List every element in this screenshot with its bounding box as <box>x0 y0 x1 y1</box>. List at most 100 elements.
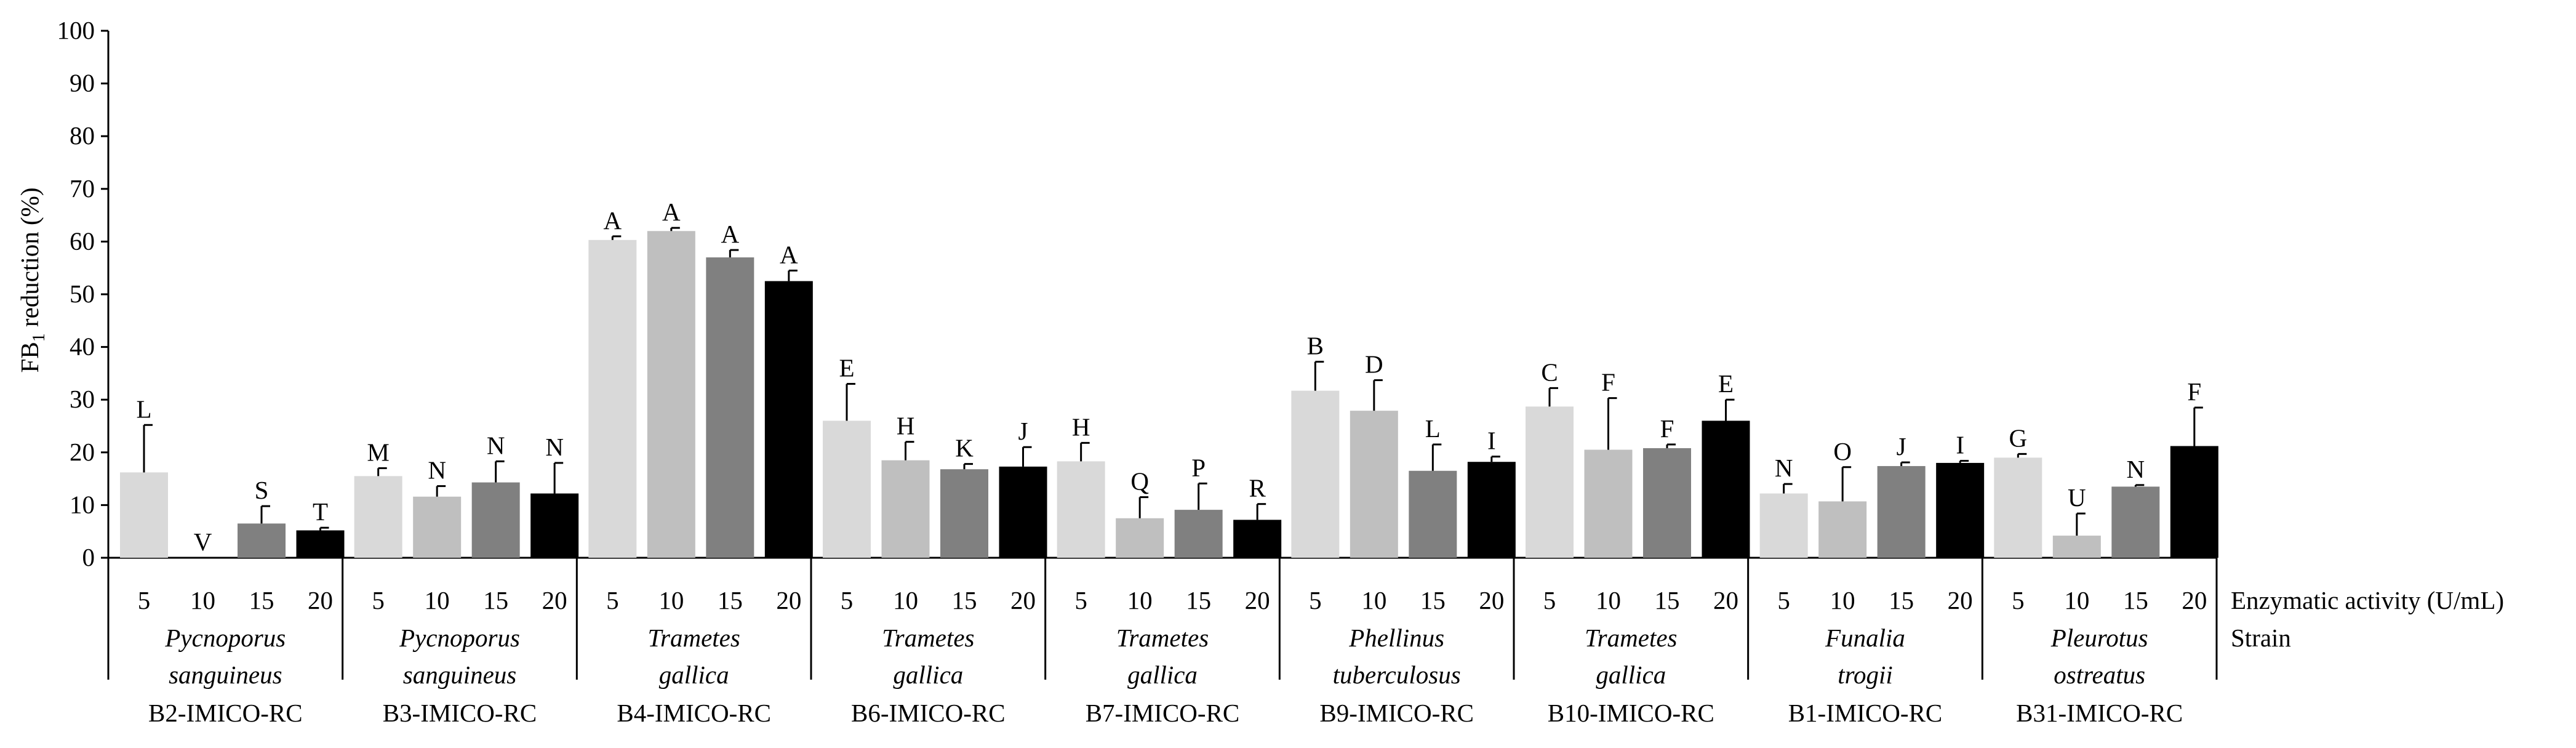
bar <box>1994 457 2042 558</box>
y-tick-label: 0 <box>82 543 95 571</box>
strain-genus: Trametes <box>647 624 740 652</box>
level-label: 20 <box>776 586 801 614</box>
strain-genus: Trametes <box>1116 624 1209 652</box>
y-tick-label: 10 <box>70 490 95 518</box>
strain-genus: Pycnoporus <box>399 624 520 652</box>
significance-letter: J <box>1018 417 1028 445</box>
significance-letter: F <box>1660 414 1674 443</box>
level-label: 5 <box>841 586 854 614</box>
significance-letter: E <box>1718 369 1734 398</box>
bar <box>2170 446 2218 558</box>
level-label: 10 <box>1596 586 1621 614</box>
bar <box>1759 493 1808 558</box>
significance-letter: J <box>1897 432 1906 460</box>
level-label: 10 <box>658 586 684 614</box>
bar <box>2052 536 2101 558</box>
significance-letter: B <box>1307 332 1324 360</box>
significance-letter: U <box>2068 483 2086 512</box>
strain-code: B31-IMICO-RC <box>2016 699 2183 727</box>
y-tick-label: 30 <box>70 385 95 413</box>
significance-letter: K <box>955 434 974 462</box>
bar <box>881 460 930 558</box>
level-label: 20 <box>1010 586 1036 614</box>
significance-letter: I <box>1487 427 1496 455</box>
y-tick-label: 80 <box>70 121 95 150</box>
strain-species: sanguineus <box>403 661 517 689</box>
significance-letter: E <box>839 354 854 382</box>
bar <box>1936 462 1985 558</box>
level-label: 20 <box>2182 586 2207 614</box>
level-label: 20 <box>542 586 567 614</box>
bar <box>1057 461 1105 558</box>
significance-letter: G <box>2009 424 2028 452</box>
significance-letter: M <box>367 438 389 466</box>
bar <box>530 493 579 558</box>
level-label: 5 <box>372 586 385 614</box>
significance-letter: F <box>2187 377 2201 406</box>
significance-letter: N <box>1775 454 1793 482</box>
y-axis-label-rest: reduction (%) <box>15 188 44 334</box>
level-label: 10 <box>2064 586 2089 614</box>
bar <box>1702 420 1750 558</box>
strain-code: B6-IMICO-RC <box>851 699 1006 727</box>
level-label: 5 <box>1074 586 1087 614</box>
y-tick-label: 20 <box>70 438 95 466</box>
level-label: 5 <box>1543 586 1556 614</box>
y-axis-label-sub: 1 <box>30 333 49 342</box>
y-tick-label: 40 <box>70 332 95 361</box>
level-label: 15 <box>1889 586 1914 614</box>
y-axis-label-main: FB <box>15 342 44 372</box>
strain-species: tuberculosus <box>1333 661 1461 689</box>
level-label: 15 <box>249 586 274 614</box>
level-label: 5 <box>1777 586 1790 614</box>
level-label: 20 <box>1948 586 1973 614</box>
strain-genus: Pycnoporus <box>164 624 286 652</box>
bar <box>1643 448 1691 558</box>
significance-letter: Q <box>1130 467 1149 496</box>
significance-letter: N <box>2127 455 2145 483</box>
bar <box>238 523 286 558</box>
significance-letter: H <box>897 412 915 440</box>
significance-letter: R <box>1249 474 1266 502</box>
bar <box>764 281 813 558</box>
level-label: 10 <box>1830 586 1855 614</box>
y-tick-label: 50 <box>70 279 95 308</box>
strain-species: gallica <box>893 661 963 689</box>
significance-letter: N <box>428 456 446 485</box>
level-label: 10 <box>893 586 918 614</box>
level-label: 15 <box>2123 586 2148 614</box>
significance-letter: A <box>780 240 798 268</box>
significance-letter: L <box>1425 414 1441 443</box>
significance-letter: H <box>1072 412 1090 441</box>
level-label: 5 <box>606 586 619 614</box>
significance-letter: D <box>1365 350 1383 379</box>
bar <box>588 239 637 558</box>
level-label: 20 <box>1479 586 1504 614</box>
bar <box>647 231 695 558</box>
strain-label: Strain <box>2231 624 2291 652</box>
strain-code: B10-IMICO-RC <box>1548 699 1714 727</box>
level-label: 15 <box>1655 586 1680 614</box>
strain-code: B1-IMICO-RC <box>1788 699 1943 727</box>
level-label: 10 <box>425 586 450 614</box>
y-tick-label: 70 <box>70 174 95 203</box>
level-label: 10 <box>1127 586 1153 614</box>
bar <box>1174 510 1223 558</box>
strain-species: gallica <box>659 661 729 689</box>
level-label: 15 <box>483 586 508 614</box>
bar <box>296 530 345 558</box>
enzymatic-activity-label: Enzymatic activity (U/mL) <box>2231 586 2504 614</box>
strain-species: sanguineus <box>169 661 282 689</box>
strain-code: B2-IMICO-RC <box>148 699 303 727</box>
strain-species: ostreatus <box>2054 661 2145 689</box>
axes: 0 10 20 30 40 50 60 70 80 90 100 <box>57 16 2218 680</box>
bar <box>1350 411 1398 558</box>
bar <box>1233 520 1282 558</box>
y-axis-label: FB1 reduction (%) <box>15 188 49 373</box>
bar <box>1818 501 1867 558</box>
level-label: 20 <box>1245 586 1270 614</box>
level-label: 15 <box>952 586 977 614</box>
bar <box>1526 406 1574 558</box>
bar <box>1409 470 1457 558</box>
